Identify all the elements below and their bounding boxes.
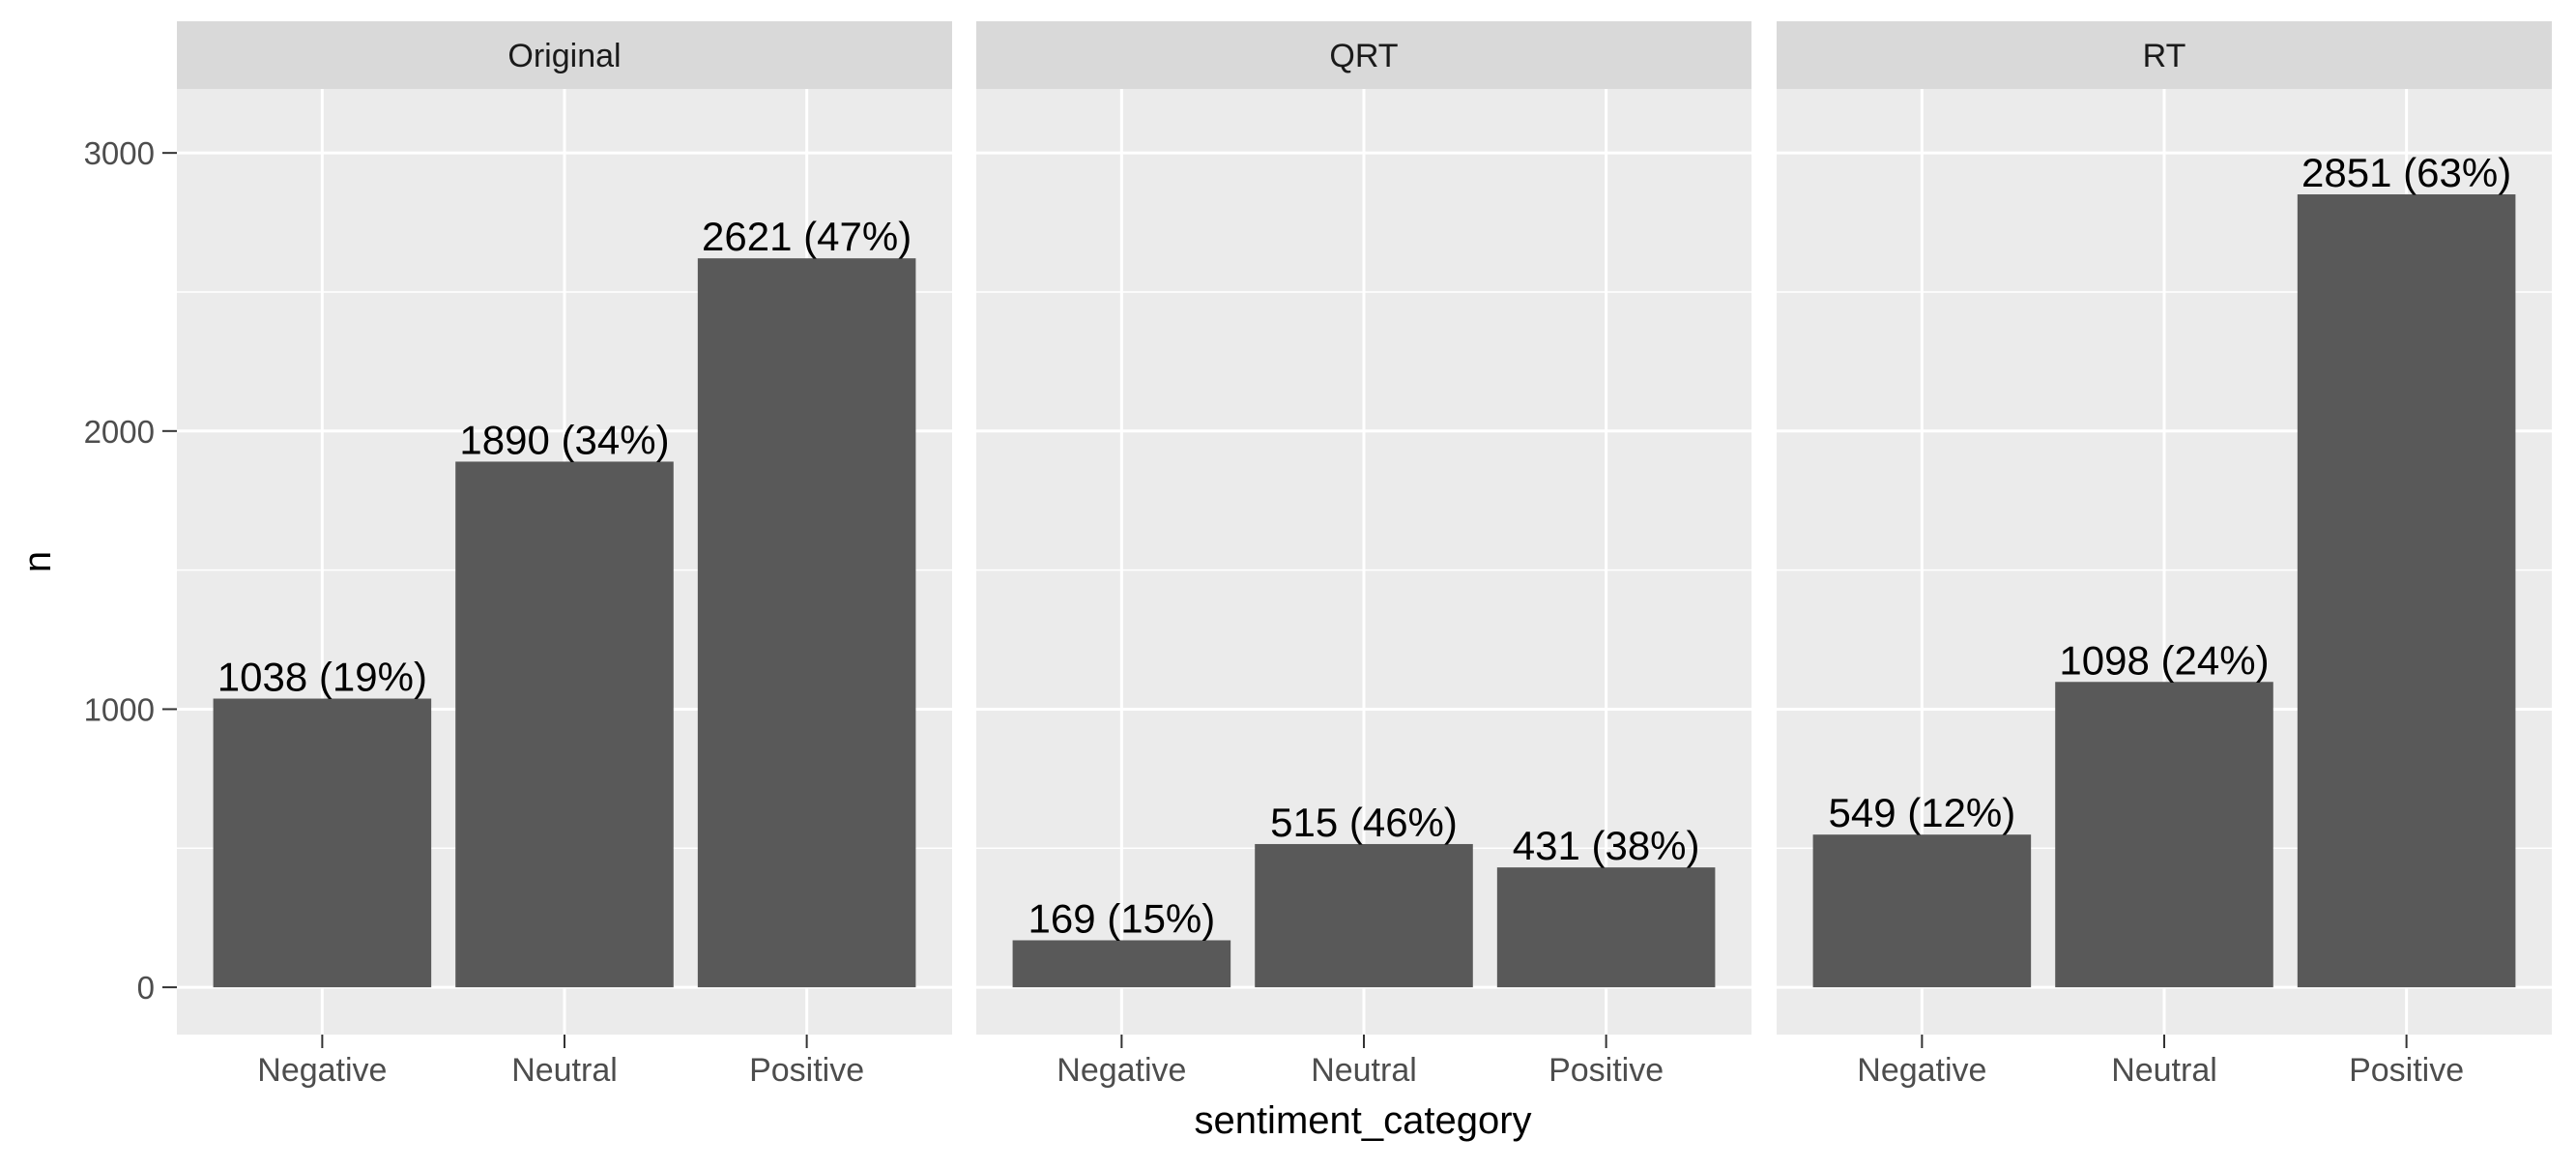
- x-tick-label: Neutral: [1311, 1052, 1417, 1089]
- x-tick-label: Positive: [1548, 1052, 1664, 1089]
- bar-data-label: 1890 (34%): [459, 417, 669, 462]
- bar-rt-positive: [2297, 194, 2516, 988]
- x-tick-label: Negative: [1056, 1052, 1186, 1089]
- bar-data-label: 1038 (19%): [217, 655, 427, 700]
- y-tick-label: 2000: [84, 414, 155, 450]
- bar-original-positive: [697, 258, 916, 988]
- bar-original-neutral: [455, 461, 674, 988]
- y-tick-label: 0: [137, 970, 155, 1006]
- x-tick-label: Neutral: [2111, 1052, 2217, 1089]
- bar-data-label: 515 (46%): [1270, 800, 1458, 845]
- bar-data-label: 169 (15%): [1028, 895, 1215, 941]
- x-tick-label: Negative: [1857, 1052, 1986, 1089]
- bar-data-label: 2851 (63%): [2301, 150, 2511, 195]
- x-tick-label: Positive: [2349, 1052, 2464, 1089]
- bar-data-label: 431 (38%): [1513, 823, 1700, 868]
- bar-data-label: 2621 (47%): [702, 214, 912, 259]
- facet-strip: [1777, 21, 2552, 89]
- y-tick-label: 1000: [84, 691, 155, 727]
- bar-data-label: 1098 (24%): [2059, 637, 2269, 683]
- bar-rt-negative: [1812, 834, 2032, 988]
- x-tick-label: Negative: [257, 1052, 387, 1089]
- facet-strip-label: Original: [507, 38, 621, 74]
- facet-strip: [976, 21, 1751, 89]
- bar-qrt-negative: [1012, 940, 1231, 988]
- bar-qrt-positive: [1496, 867, 1716, 988]
- y-tick-label: 3000: [84, 135, 155, 171]
- bar-qrt-neutral: [1255, 843, 1473, 988]
- x-tick-label: Positive: [749, 1052, 864, 1089]
- bar-original-negative: [213, 698, 432, 988]
- bar-rt-neutral: [2055, 682, 2273, 988]
- x-axis-title: sentiment_category: [1194, 1099, 1531, 1142]
- y-axis-title: n: [16, 551, 59, 572]
- bar-data-label: 549 (12%): [1828, 790, 2015, 835]
- facet-strip: [177, 21, 952, 89]
- x-tick-label: Neutral: [511, 1052, 618, 1089]
- facet-strip-label: QRT: [1329, 38, 1398, 74]
- facet-strip-label: RT: [2143, 38, 2186, 74]
